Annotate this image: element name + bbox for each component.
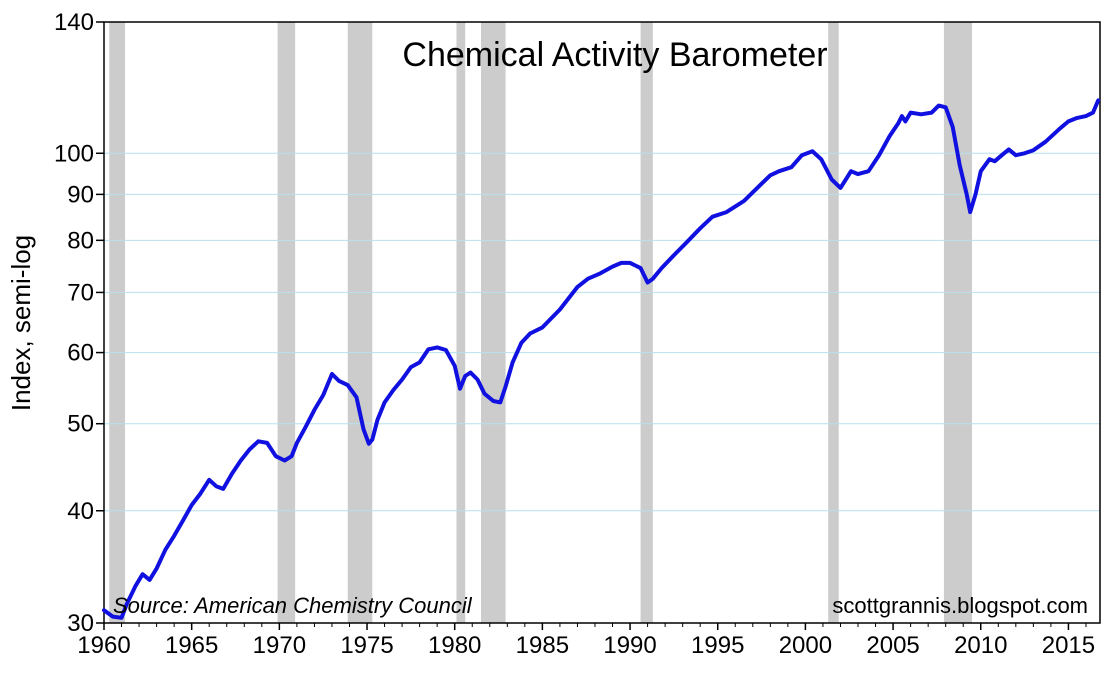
recession-band-0 <box>109 22 126 623</box>
x-tick-label-1995: 1995 <box>691 632 744 659</box>
chart-title: Chemical Activity Barometer <box>402 36 827 74</box>
recession-band-7 <box>943 22 972 623</box>
recession-shading-group <box>109 22 972 623</box>
recession-band-1 <box>277 22 296 623</box>
x-axis: 1960 1965 1970 1975 1980 1985 1990 1995 2000 2005… <box>77 623 1095 659</box>
x-tick-label-1975: 1975 <box>340 632 393 659</box>
y-tick-label-70: 70 <box>67 279 94 306</box>
y-tick-label-60: 60 <box>67 340 94 367</box>
recession-band-3 <box>456 22 466 623</box>
source-annotation: Source: American Chemistry Council <box>113 593 473 618</box>
x-tick-label-2010: 2010 <box>954 632 1007 659</box>
y-tick-label-100: 100 <box>54 140 94 167</box>
recession-band-5 <box>640 22 653 623</box>
recession-band-2 <box>347 22 373 623</box>
recession-band-4 <box>481 22 506 623</box>
x-tick-label-1990: 1990 <box>603 632 656 659</box>
x-tick-label-2005: 2005 <box>866 632 919 659</box>
x-tick-label-1985: 1985 <box>516 632 569 659</box>
x-tick-label-1960: 1960 <box>77 632 130 659</box>
gridlines-group <box>104 152 1100 512</box>
series-line <box>102 98 1101 620</box>
y-tick-label-80: 80 <box>67 227 94 254</box>
credit-annotation: scottgrannis.blogspot.com <box>832 593 1088 618</box>
y-tick-label-90: 90 <box>67 181 94 208</box>
x-tick-label-1965: 1965 <box>165 632 218 659</box>
x-tick-label-1980: 1980 <box>428 632 481 659</box>
y-tick-label-30: 30 <box>67 610 94 637</box>
y-tick-label-140: 140 <box>54 9 94 36</box>
y-tick-label-50: 50 <box>67 411 94 438</box>
x-tick-label-1970: 1970 <box>253 632 306 659</box>
recession-band-6 <box>828 22 839 623</box>
y-axis: 30 40 50 60 70 80 90 100 140 <box>54 9 104 637</box>
x-tick-label-2000: 2000 <box>779 632 832 659</box>
plot-frame <box>103 21 1101 624</box>
x-tick-label-2015: 2015 <box>1042 632 1095 659</box>
y-axis-label: Index, semi-log <box>6 235 36 411</box>
y-tick-label-40: 40 <box>67 498 94 525</box>
